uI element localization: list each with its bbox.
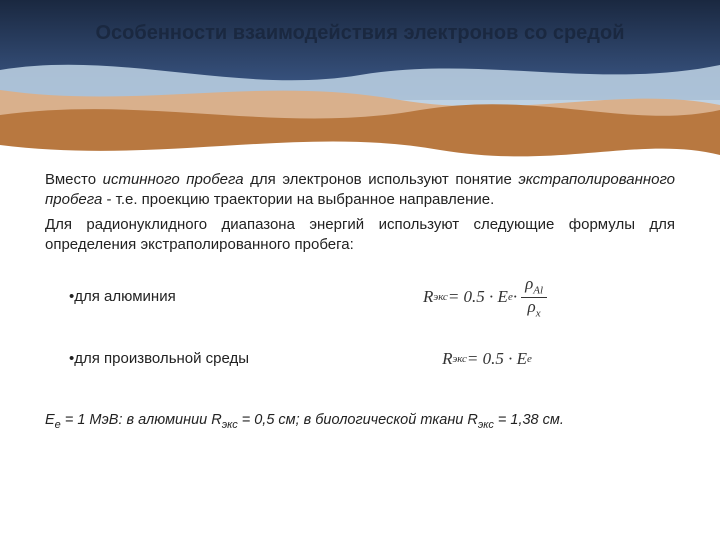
content-area: Вместо истинного пробега для электронов …: [45, 170, 675, 433]
formula-aluminium: Rэкс = 0.5 · Ee · ρAl ρx: [299, 275, 675, 320]
slide-title: Особенности взаимодействия электронов со…: [0, 22, 720, 45]
paragraph-2: Для радионуклидного диапазона энергий ис…: [45, 215, 675, 256]
bullet-aluminium: •для алюминия: [69, 287, 299, 307]
formula-row-1: •для алюминия Rэкс = 0.5 · Ee · ρAl ρx: [69, 273, 675, 321]
formula-arbitrary: Rэкс = 0.5 · Ee: [299, 348, 675, 371]
p1-a: Вместо: [45, 171, 103, 188]
p1-e: - т.е. проекцию траектории на выбранное …: [102, 191, 494, 208]
footer-note: Ee = 1 МэВ: в алюминии Rэкс = 0,5 см; в …: [45, 411, 675, 433]
formula-row-2: •для произвольной среды Rэкс = 0.5 · Ee: [69, 335, 675, 383]
bullet-arbitrary: •для произвольной среды: [69, 349, 299, 369]
p1-b: истинного пробега: [103, 171, 244, 188]
p1-c: для электронов используют понятие: [244, 171, 519, 188]
paragraph-1: Вместо истинного пробега для электронов …: [45, 170, 675, 211]
